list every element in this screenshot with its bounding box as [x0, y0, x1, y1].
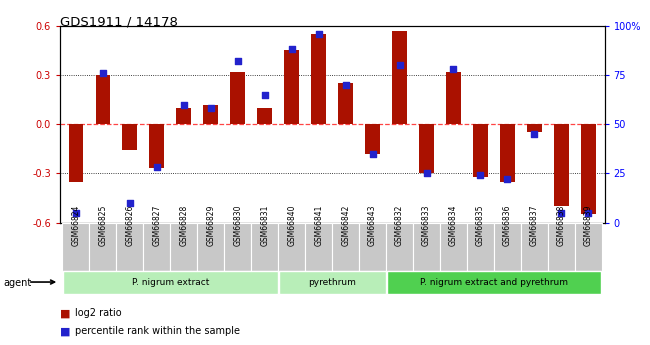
Bar	[63, 271, 278, 294]
Text: GSM66825: GSM66825	[98, 204, 107, 246]
Point	[151, 165, 162, 170]
Text: GSM66833: GSM66833	[422, 204, 431, 246]
Text: GSM66842: GSM66842	[341, 204, 350, 246]
Bar	[278, 223, 306, 271]
Bar	[198, 223, 224, 271]
Bar	[311, 34, 326, 124]
Point	[98, 70, 108, 76]
Bar	[306, 223, 332, 271]
Point	[341, 82, 351, 88]
Point	[367, 151, 378, 157]
Bar	[548, 223, 575, 271]
Text: GSM66827: GSM66827	[152, 204, 161, 246]
Point	[233, 59, 243, 64]
Text: GSM66840: GSM66840	[287, 204, 296, 246]
Bar	[96, 75, 111, 124]
Bar	[203, 105, 218, 124]
Text: agent: agent	[3, 278, 31, 288]
Bar	[473, 124, 488, 177]
Text: percentile rank within the sample: percentile rank within the sample	[75, 326, 240, 336]
Text: log2 ratio: log2 ratio	[75, 308, 122, 318]
Bar	[170, 223, 198, 271]
Text: GSM66843: GSM66843	[368, 204, 377, 246]
Point	[448, 66, 459, 72]
Text: GSM66834: GSM66834	[449, 204, 458, 246]
Bar	[144, 223, 170, 271]
Bar	[440, 223, 467, 271]
Text: GSM66836: GSM66836	[503, 204, 512, 246]
Bar	[230, 72, 245, 124]
Bar	[176, 108, 191, 124]
Bar	[338, 83, 353, 124]
Bar	[224, 223, 252, 271]
Point	[287, 47, 297, 52]
Bar	[68, 124, 83, 181]
Bar	[284, 50, 299, 124]
Point	[583, 210, 593, 215]
Text: ■: ■	[60, 326, 70, 336]
Text: P. nigrum extract: P. nigrum extract	[132, 278, 209, 287]
Bar	[446, 72, 461, 124]
Point	[205, 106, 216, 111]
Text: GDS1911 / 14178: GDS1911 / 14178	[60, 16, 177, 29]
Bar	[332, 223, 359, 271]
Point	[395, 62, 405, 68]
Bar	[554, 124, 569, 206]
Text: GSM66830: GSM66830	[233, 204, 242, 246]
Text: GSM66841: GSM66841	[314, 204, 323, 246]
Text: GSM66831: GSM66831	[260, 204, 269, 246]
Bar	[581, 124, 596, 214]
Bar	[257, 108, 272, 124]
Point	[502, 177, 513, 182]
Point	[313, 31, 324, 37]
Bar	[386, 223, 413, 271]
Point	[529, 131, 539, 137]
Bar	[279, 271, 385, 294]
Text: GSM66824: GSM66824	[72, 204, 81, 246]
Bar	[62, 223, 90, 271]
Text: GSM66837: GSM66837	[530, 204, 539, 246]
Point	[179, 102, 189, 107]
Bar	[494, 223, 521, 271]
Bar	[527, 124, 542, 132]
Text: GSM66838: GSM66838	[557, 204, 566, 246]
Text: GSM66839: GSM66839	[584, 204, 593, 246]
Point	[421, 170, 432, 176]
Point	[71, 210, 81, 215]
Bar	[419, 124, 434, 173]
Text: pyrethrum: pyrethrum	[308, 278, 356, 287]
Bar	[122, 124, 137, 150]
Bar	[359, 223, 386, 271]
Bar	[500, 124, 515, 181]
Text: GSM66832: GSM66832	[395, 204, 404, 246]
Bar	[575, 223, 602, 271]
Point	[556, 210, 567, 215]
Bar	[116, 223, 144, 271]
Text: GSM66829: GSM66829	[206, 204, 215, 246]
Bar	[365, 124, 380, 154]
Bar	[413, 223, 440, 271]
Point	[475, 172, 486, 178]
Text: ■: ■	[60, 308, 70, 318]
Bar	[387, 271, 601, 294]
Text: P. nigrum extract and pyrethrum: P. nigrum extract and pyrethrum	[420, 278, 568, 287]
Point	[259, 92, 270, 97]
Text: GSM66826: GSM66826	[125, 204, 135, 246]
Bar	[521, 223, 548, 271]
Text: GSM66828: GSM66828	[179, 205, 188, 246]
Bar	[467, 223, 494, 271]
Bar	[392, 31, 407, 124]
Bar	[252, 223, 278, 271]
Point	[125, 200, 135, 206]
Bar	[90, 223, 116, 271]
Text: GSM66835: GSM66835	[476, 204, 485, 246]
Bar	[150, 124, 164, 168]
